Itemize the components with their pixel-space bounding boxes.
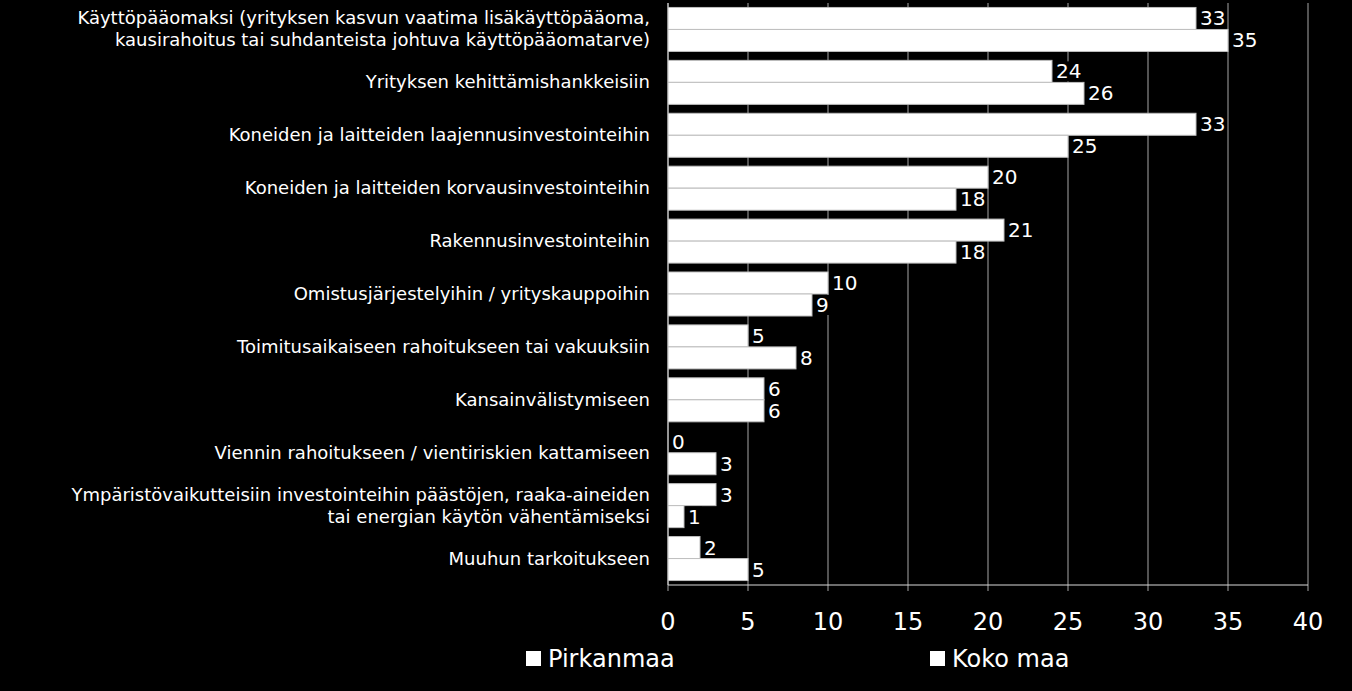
tick-mark xyxy=(748,585,749,591)
data-label: 3 xyxy=(720,483,733,507)
tick-mark xyxy=(1148,585,1149,591)
legend-label: Koko maa xyxy=(952,645,1069,673)
bar xyxy=(668,484,716,506)
category-label: Koneiden ja laitteiden korvausinvestoint… xyxy=(245,177,650,198)
tick-label: 30 xyxy=(1133,608,1164,636)
data-label: 33 xyxy=(1200,112,1225,136)
bar xyxy=(668,219,1004,241)
bar xyxy=(668,431,669,453)
grid-line xyxy=(1148,3,1149,585)
data-label: 10 xyxy=(832,271,857,295)
data-label: 1 xyxy=(688,505,701,529)
category-label: Yrityksen kehittämishankkeisiin xyxy=(365,71,650,92)
bar xyxy=(668,60,1052,82)
bar xyxy=(668,7,1196,29)
data-label: 3 xyxy=(720,452,733,476)
category-label: Kansainvälistymiseen xyxy=(455,389,650,410)
bar xyxy=(668,378,764,400)
data-label: 33 xyxy=(1200,6,1225,30)
data-label: 18 xyxy=(960,187,985,211)
category-label: Toimitusaikaiseen rahoitukseen tai vakuu… xyxy=(236,336,650,357)
category-label: Ympäristövaikutteisiin investointeihin p… xyxy=(70,484,650,527)
bar xyxy=(668,113,1196,135)
tick-mark xyxy=(908,585,909,591)
data-label: 6 xyxy=(768,399,781,423)
bar xyxy=(668,29,1228,51)
tick-mark xyxy=(828,585,829,591)
data-label: 0 xyxy=(672,430,685,454)
bar xyxy=(668,188,956,210)
data-label: 20 xyxy=(992,165,1017,189)
category-label: Rakennusinvestointeihin xyxy=(429,230,650,251)
data-labels: 333524263325201821181095866033125 xyxy=(670,6,1258,581)
data-label: 21 xyxy=(1008,218,1033,242)
category-label: Käyttöpääomaksi (yrityksen kasvun vaatim… xyxy=(77,7,650,50)
tick-mark xyxy=(1308,585,1309,591)
legend-swatch xyxy=(526,651,541,666)
tick-label: 5 xyxy=(740,608,755,636)
chart: 0510152025303540333524263325201821181095… xyxy=(0,0,1352,691)
bar xyxy=(668,82,1084,104)
tick-mark xyxy=(988,585,989,591)
data-label: 8 xyxy=(800,346,813,370)
bar xyxy=(668,559,748,581)
bar xyxy=(668,241,956,263)
grid-line xyxy=(1228,3,1229,585)
category-label: Koneiden ja laitteiden laajennusinvestoi… xyxy=(229,124,650,145)
bar xyxy=(668,537,700,559)
data-label: 5 xyxy=(752,558,765,582)
data-label: 26 xyxy=(1088,81,1113,105)
data-label: 2 xyxy=(704,536,717,560)
bar xyxy=(668,294,812,316)
data-label: 35 xyxy=(1232,28,1257,52)
category-label: Omistusjärjestelyihin / yrityskauppoihin xyxy=(294,283,650,304)
data-label: 18 xyxy=(960,240,985,264)
bar xyxy=(668,453,716,475)
data-label: 24 xyxy=(1056,59,1081,83)
grid-line xyxy=(1308,3,1309,585)
tick-mark xyxy=(1228,585,1229,591)
bar xyxy=(668,400,764,422)
data-label: 9 xyxy=(816,293,829,317)
tick-label: 20 xyxy=(973,608,1004,636)
bar xyxy=(668,166,988,188)
bar xyxy=(668,347,796,369)
tick-label: 0 xyxy=(660,608,675,636)
tick-label: 25 xyxy=(1053,608,1084,636)
data-label: 6 xyxy=(768,377,781,401)
bar xyxy=(668,325,748,347)
tick-mark xyxy=(1068,585,1069,591)
tick-label: 15 xyxy=(893,608,924,636)
bar xyxy=(668,506,684,528)
tick-label: 40 xyxy=(1293,608,1324,636)
bar xyxy=(668,135,1068,157)
x-axis xyxy=(668,585,1308,586)
data-label: 5 xyxy=(752,324,765,348)
bars xyxy=(668,7,1228,580)
tick-mark xyxy=(668,585,669,591)
legend-label: Pirkanmaa xyxy=(548,645,675,673)
tick-label: 35 xyxy=(1213,608,1244,636)
bar xyxy=(668,272,828,294)
category-label: Muuhun tarkoitukseen xyxy=(449,548,650,569)
tick-label: 10 xyxy=(813,608,844,636)
legend-swatch xyxy=(930,651,945,666)
category-label: Viennin rahoitukseen / vientiriskien kat… xyxy=(215,442,650,463)
data-label: 25 xyxy=(1072,134,1097,158)
